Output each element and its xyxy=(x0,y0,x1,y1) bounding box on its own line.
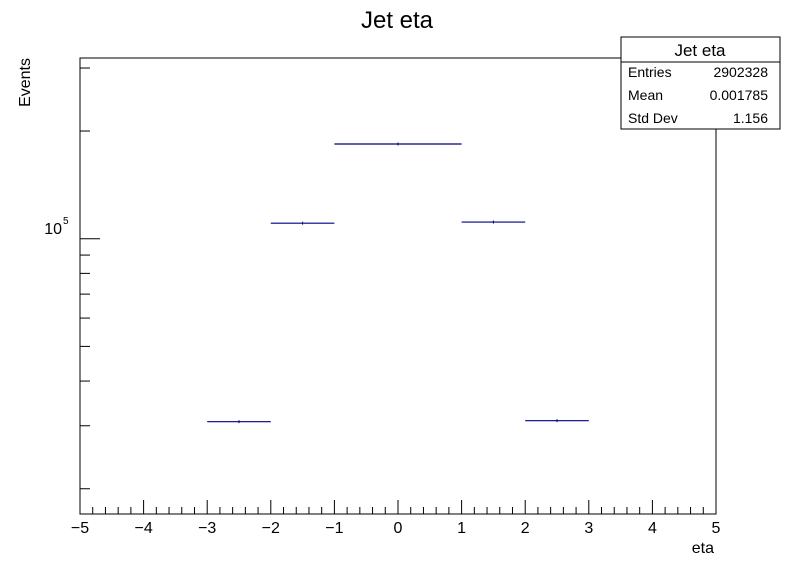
x-tick-label: 0 xyxy=(394,520,403,537)
stats-box: Jet eta Entries 2902328 Mean 0.001785 St… xyxy=(620,36,781,130)
x-tick-label: −2 xyxy=(262,520,280,537)
y-tick-label-base: 10 xyxy=(44,221,62,238)
x-tick-label: 3 xyxy=(584,520,593,537)
y-axis-label: Events xyxy=(17,58,34,107)
histogram-bins xyxy=(207,142,589,424)
stats-value-mean: 0.001785 xyxy=(710,87,769,103)
stats-label-entries: Entries xyxy=(628,64,672,80)
chart-title: Jet eta xyxy=(361,7,434,34)
x-tick-label: −1 xyxy=(325,520,343,537)
stats-value-stddev: 1.156 xyxy=(733,110,768,126)
x-tick-label: −3 xyxy=(198,520,216,537)
x-axis-label: eta xyxy=(692,540,714,557)
x-tick-label: 2 xyxy=(521,520,530,537)
stats-value-entries: 2902328 xyxy=(713,64,768,80)
stats-box-title: Jet eta xyxy=(674,41,726,60)
x-tick-label: −5 xyxy=(71,520,89,537)
stats-box-frame xyxy=(620,36,781,130)
y-tick-label-decade: 10 5 xyxy=(44,216,69,238)
y-axis xyxy=(80,67,100,490)
x-axis: −5 −4 −3 −2 −1 0 1 2 3 4 5 xyxy=(71,500,721,537)
stats-label-stddev: Std Dev xyxy=(628,110,678,126)
x-tick-label: −4 xyxy=(134,520,152,537)
x-tick-label: 4 xyxy=(648,520,657,537)
x-tick-label: 5 xyxy=(712,520,721,537)
y-tick-label-exponent: 5 xyxy=(63,216,69,227)
x-tick-label: 1 xyxy=(457,520,466,537)
stats-label-mean: Mean xyxy=(628,87,663,103)
